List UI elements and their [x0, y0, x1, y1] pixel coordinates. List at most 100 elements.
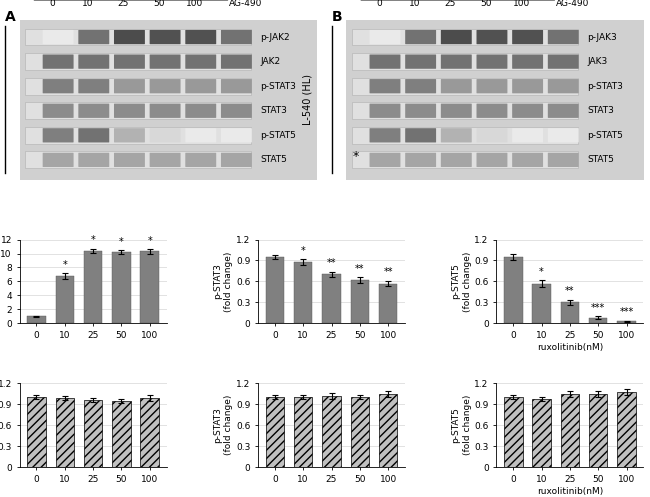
Text: STAT3: STAT3 — [587, 106, 614, 115]
Text: 50: 50 — [153, 0, 165, 8]
FancyBboxPatch shape — [476, 30, 508, 44]
Bar — [140, 251, 159, 324]
Y-axis label: p-STAT5
(fold change): p-STAT5 (fold change) — [452, 395, 471, 455]
FancyBboxPatch shape — [114, 30, 145, 44]
FancyBboxPatch shape — [512, 55, 543, 69]
FancyBboxPatch shape — [221, 104, 252, 118]
Bar — [589, 394, 607, 467]
Y-axis label: p-STAT5
(fold change): p-STAT5 (fold change) — [452, 251, 471, 312]
FancyBboxPatch shape — [25, 127, 252, 144]
FancyBboxPatch shape — [185, 30, 216, 44]
FancyBboxPatch shape — [405, 128, 436, 143]
FancyBboxPatch shape — [79, 30, 109, 44]
FancyBboxPatch shape — [512, 104, 543, 118]
FancyBboxPatch shape — [25, 102, 252, 119]
Text: 50: 50 — [480, 0, 492, 8]
FancyBboxPatch shape — [114, 153, 145, 167]
FancyBboxPatch shape — [43, 153, 73, 167]
FancyBboxPatch shape — [476, 153, 508, 167]
Text: 10: 10 — [82, 0, 94, 8]
Text: STAT3: STAT3 — [260, 106, 287, 115]
FancyBboxPatch shape — [405, 55, 436, 69]
FancyBboxPatch shape — [476, 128, 508, 143]
Bar — [56, 276, 74, 324]
Bar — [350, 280, 369, 324]
FancyBboxPatch shape — [405, 104, 436, 118]
FancyBboxPatch shape — [370, 153, 400, 167]
FancyBboxPatch shape — [43, 79, 73, 93]
Text: A: A — [5, 10, 16, 24]
Bar — [589, 318, 607, 324]
X-axis label: ruxolitinib(nM): ruxolitinib(nM) — [537, 343, 603, 352]
Text: 25: 25 — [445, 0, 456, 8]
FancyBboxPatch shape — [548, 153, 578, 167]
Bar — [112, 252, 131, 324]
FancyBboxPatch shape — [25, 53, 252, 70]
FancyBboxPatch shape — [405, 79, 436, 93]
FancyBboxPatch shape — [370, 30, 400, 44]
FancyBboxPatch shape — [114, 79, 145, 93]
FancyBboxPatch shape — [548, 128, 578, 143]
FancyBboxPatch shape — [221, 55, 252, 69]
Text: p-STAT3: p-STAT3 — [587, 82, 623, 90]
FancyBboxPatch shape — [114, 128, 145, 143]
Text: AG-490: AG-490 — [556, 0, 589, 8]
Bar — [84, 250, 102, 324]
FancyBboxPatch shape — [150, 30, 181, 44]
Text: 25: 25 — [118, 0, 129, 8]
Bar — [532, 284, 551, 324]
Text: p-STAT5: p-STAT5 — [260, 131, 296, 140]
Bar — [84, 400, 102, 467]
FancyBboxPatch shape — [352, 102, 578, 119]
FancyBboxPatch shape — [185, 153, 216, 167]
Text: AG-490: AG-490 — [229, 0, 262, 8]
FancyBboxPatch shape — [512, 79, 543, 93]
FancyBboxPatch shape — [221, 128, 252, 143]
FancyBboxPatch shape — [185, 79, 216, 93]
Text: JAK2: JAK2 — [260, 57, 280, 66]
Text: ***: *** — [591, 303, 605, 313]
FancyBboxPatch shape — [352, 29, 578, 46]
FancyBboxPatch shape — [43, 30, 73, 44]
Bar — [27, 317, 46, 324]
Text: *: * — [301, 246, 305, 256]
Text: *: * — [119, 237, 124, 247]
FancyBboxPatch shape — [79, 153, 109, 167]
Text: **: ** — [355, 264, 365, 274]
Text: *: * — [352, 151, 359, 164]
FancyBboxPatch shape — [150, 55, 181, 69]
Bar — [350, 397, 369, 467]
FancyBboxPatch shape — [476, 79, 508, 93]
FancyBboxPatch shape — [441, 79, 472, 93]
FancyBboxPatch shape — [476, 55, 508, 69]
Text: **: ** — [565, 286, 575, 296]
FancyBboxPatch shape — [405, 153, 436, 167]
Bar — [379, 394, 397, 467]
Y-axis label: p-STAT3
(fold change): p-STAT3 (fold change) — [213, 251, 233, 312]
Text: 100: 100 — [513, 0, 530, 8]
FancyBboxPatch shape — [352, 152, 578, 168]
FancyBboxPatch shape — [79, 104, 109, 118]
FancyBboxPatch shape — [79, 128, 109, 143]
FancyBboxPatch shape — [25, 78, 252, 94]
FancyBboxPatch shape — [512, 153, 543, 167]
FancyBboxPatch shape — [185, 55, 216, 69]
Text: p-STAT5: p-STAT5 — [587, 131, 623, 140]
FancyBboxPatch shape — [150, 104, 181, 118]
FancyBboxPatch shape — [79, 55, 109, 69]
X-axis label: ruxolitinib(nM): ruxolitinib(nM) — [537, 487, 603, 496]
Y-axis label: p-STAT3
(fold change): p-STAT3 (fold change) — [213, 395, 233, 455]
Bar — [618, 321, 636, 324]
FancyBboxPatch shape — [150, 153, 181, 167]
Text: B: B — [332, 10, 342, 24]
FancyBboxPatch shape — [548, 55, 578, 69]
FancyBboxPatch shape — [150, 128, 181, 143]
FancyBboxPatch shape — [25, 152, 252, 168]
Bar — [504, 397, 523, 467]
Text: STAT5: STAT5 — [587, 156, 614, 165]
Bar — [266, 397, 284, 467]
Bar — [140, 398, 159, 467]
Bar — [532, 399, 551, 467]
FancyBboxPatch shape — [352, 127, 578, 144]
FancyBboxPatch shape — [370, 55, 400, 69]
